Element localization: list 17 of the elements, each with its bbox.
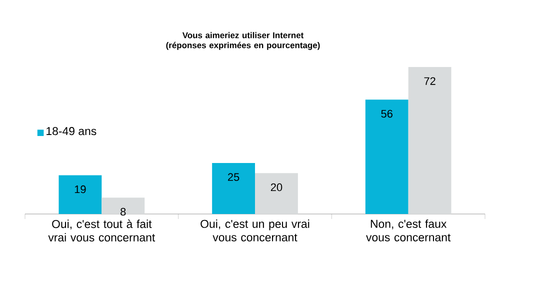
data-label: 19: [74, 185, 86, 194]
bar: [212, 162, 256, 214]
bar: [58, 175, 102, 214]
data-label: 8: [120, 208, 126, 216]
bar: [408, 67, 452, 214]
data-label: 56: [381, 110, 392, 118]
bar: [255, 173, 298, 214]
x-tick-label: Non, c'est faux vous concernant: [366, 220, 451, 242]
data-label: 20: [270, 183, 282, 192]
bar: [102, 198, 145, 214]
x-tick-label: Oui, c'est un peu vrai vous concernant: [200, 220, 310, 242]
x-tick-label: Oui, c'est tout à fait vrai vous concernant: [48, 220, 156, 242]
data-label: 25: [228, 173, 240, 181]
chart-title: Vous aimeriez utiliser Internet (réponses exprimées en pourcentage): [166, 32, 320, 50]
bar: [365, 100, 408, 214]
data-label: 72: [424, 77, 436, 85]
legend-label: 18-49 ans: [46, 127, 96, 136]
